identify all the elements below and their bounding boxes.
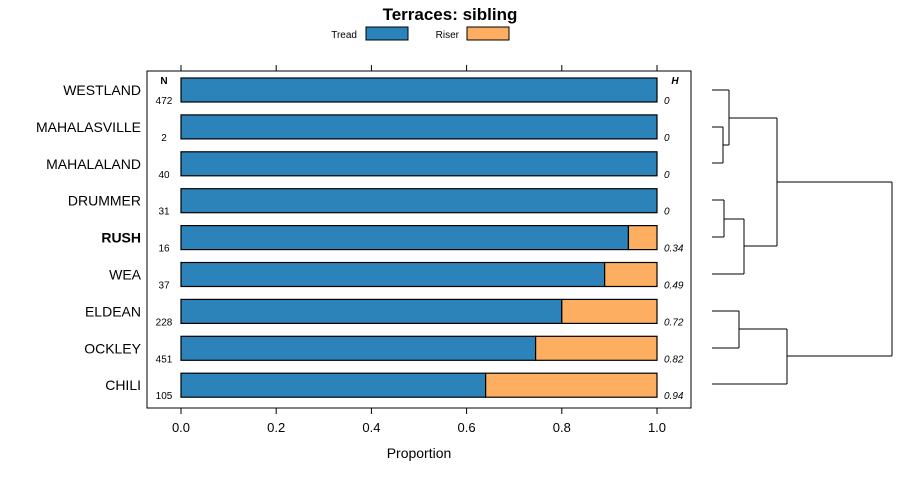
category-label: CHILI: [105, 377, 141, 393]
dendrogram-branch: [712, 199, 725, 238]
legend-label-tread: Tread: [331, 30, 357, 41]
category-label: OCKLEY: [84, 340, 141, 356]
n-header: N: [160, 76, 167, 87]
h-value: 0: [664, 133, 670, 144]
legend-label-riser: Riser: [436, 30, 460, 41]
dendrogram-branch: [777, 181, 893, 357]
bars-layer: WESTLAND 472 0 MAHALASVILLE 2 0 MAHALALAND 40 0 D…: [36, 77, 684, 402]
n-value: 105: [156, 391, 173, 402]
x-tick-label: 0.2: [267, 420, 285, 435]
h-value: 0.72: [664, 317, 684, 328]
h-value: 0.82: [664, 354, 684, 365]
dendrogram-branch: [712, 126, 724, 164]
bar-tread: [180, 114, 658, 140]
n-value: 16: [158, 244, 170, 255]
chart-title: Terraces: sibling: [383, 5, 518, 24]
n-value: 451: [156, 354, 173, 365]
dendrogram-branch: [712, 218, 745, 275]
category-label: ELDEAN: [85, 303, 141, 319]
x-tick-label: 0.0: [172, 420, 190, 435]
category-label: MAHALALAND: [46, 156, 141, 172]
category-label: DRUMMER: [68, 193, 141, 209]
dendrogram-branch: [729, 117, 778, 247]
n-value: 2: [161, 133, 167, 144]
n-value: 472: [156, 96, 173, 107]
plot-frame: [146, 70, 692, 409]
dendrogram-branch: [712, 310, 740, 349]
category-label: WESTLAND: [63, 82, 141, 98]
n-value: 31: [158, 207, 170, 218]
bar-tread: [180, 151, 658, 177]
legend-swatch-riser: [466, 26, 510, 41]
h-value: 0: [664, 96, 670, 107]
top-axis: [180, 65, 658, 71]
x-axis: 0.0 0.2 0.4 0.6 0.8 1.0: [172, 408, 666, 435]
legend-swatch-tread: [365, 26, 409, 41]
x-tick-label: 0.4: [362, 420, 380, 435]
bar-riser: [604, 261, 658, 288]
h-value: 0.94: [664, 391, 684, 402]
x-tick-label: 0.6: [458, 420, 476, 435]
h-value: 0: [664, 207, 670, 218]
h-header: H: [671, 76, 679, 87]
bar-tread: [180, 77, 658, 103]
category-label: MAHALASVILLE: [36, 119, 141, 135]
n-value: 228: [156, 317, 173, 328]
bar-tread: [180, 188, 658, 214]
bar-riser: [485, 372, 658, 398]
h-value: 0.49: [664, 281, 684, 292]
h-value: 0.34: [664, 244, 684, 255]
bar-tread: [180, 298, 563, 324]
bar-tread: [180, 335, 537, 361]
x-axis-title: Proportion: [387, 445, 452, 461]
bar-tread: [180, 261, 606, 288]
category-label: RUSH: [101, 230, 141, 246]
bar-riser: [627, 225, 658, 251]
category-label: WEA: [109, 267, 142, 283]
bar-tread: [180, 225, 630, 251]
n-value: 40: [158, 170, 170, 181]
x-tick-label: 0.8: [553, 420, 571, 435]
bar-riser: [561, 298, 658, 324]
dendrogram-branch: [712, 89, 730, 146]
legend: Tread Riser: [331, 26, 510, 41]
bar-tread: [180, 372, 487, 398]
dendrogram: [712, 89, 893, 385]
dendrogram-branch: [712, 328, 788, 385]
x-tick-label: 1.0: [648, 420, 666, 435]
bar-riser: [535, 335, 658, 361]
n-value: 37: [158, 281, 170, 292]
h-value: 0: [664, 170, 670, 181]
